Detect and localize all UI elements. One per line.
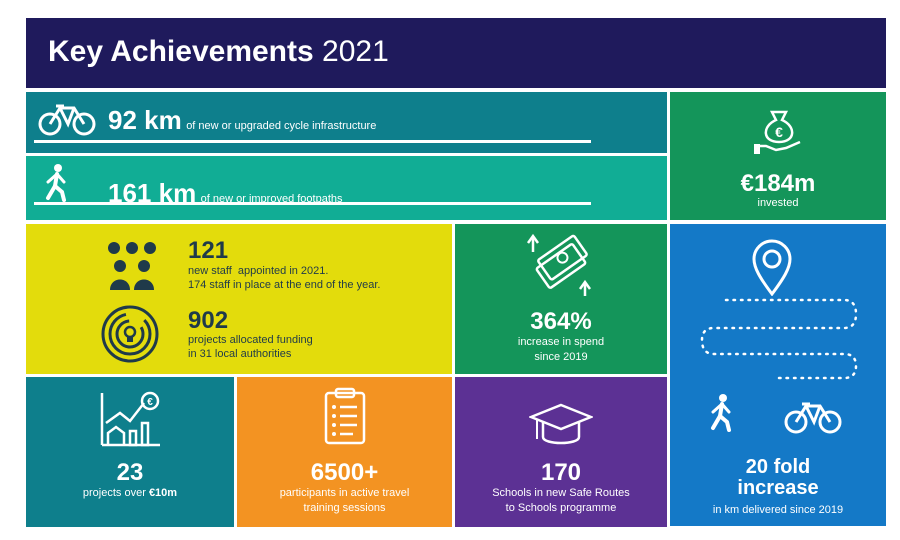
- money-up-icon: [525, 232, 597, 298]
- big-projects-value: 23: [116, 459, 144, 486]
- big-projects-desc-prefix: projects over: [82, 487, 149, 499]
- fold-line2: increase: [737, 477, 819, 499]
- staff-value: 121: [188, 237, 229, 264]
- schools-value: 170: [540, 459, 582, 486]
- projects-value: 902: [188, 307, 229, 334]
- schools-line2: to Schools programme: [505, 502, 617, 514]
- spend-line1: increase in spend: [517, 336, 605, 348]
- projects-line1: projects allocated funding: [188, 334, 313, 346]
- money-bag-hand-icon: €: [752, 104, 806, 158]
- clipboard-list-icon: [323, 387, 367, 445]
- route-dotted-path: [694, 294, 864, 384]
- maze-lightbulb-icon: [100, 304, 160, 364]
- title-bold: Key Achievements: [48, 35, 314, 68]
- footpath-tile: 161 km of new or improved footpaths: [26, 156, 667, 220]
- participants-line1: participants in active travel: [279, 487, 410, 499]
- invested-tile: € €184m invested: [670, 92, 886, 220]
- staff-projects-tile: 121 new staff appointed in 2021. 174 sta…: [26, 224, 452, 374]
- invested-value: €184m: [740, 170, 816, 197]
- cycle-underline: [34, 140, 591, 143]
- graduation-cap-icon: [529, 401, 593, 449]
- header-banner: Key Achievements 2021: [26, 18, 886, 88]
- page-title: Key Achievements 2021: [48, 34, 389, 70]
- cycle-value: 92 km: [108, 105, 182, 135]
- big-projects-tile: € 23 projects over €10m: [26, 377, 234, 527]
- people-group-icon: [104, 240, 160, 290]
- bicycle-icon: [38, 102, 96, 136]
- participants-tile: 6500+ participants in active travel trai…: [237, 377, 452, 527]
- walking-person-icon: [44, 164, 70, 202]
- title-year: 2021: [322, 35, 389, 68]
- staff-line1: new staff appointed in 2021.: [188, 265, 329, 277]
- spend-tile: 364% increase in spend since 2019: [455, 224, 667, 374]
- svg-text:€: €: [147, 397, 153, 408]
- fold-increase-tile: 20 fold increase in km delivered since 2…: [670, 224, 886, 526]
- cycle-tile: 92 km of new or upgraded cycle infrastru…: [26, 92, 667, 153]
- big-projects-desc: projects over €10m: [26, 487, 234, 499]
- bicycle-icon: [784, 400, 842, 434]
- svg-text:€: €: [775, 124, 783, 140]
- staff-line2: 174 staff in place at the end of the yea…: [188, 279, 381, 291]
- participants-line2: training sessions: [303, 502, 386, 514]
- location-pin-icon: [750, 238, 794, 296]
- projects-line2: in 31 local authorities: [188, 348, 292, 360]
- fold-line1: 20 fold: [745, 456, 811, 478]
- walking-person-icon: [708, 394, 736, 432]
- cycle-desc: of new or upgraded cycle infrastructure: [186, 120, 377, 132]
- participants-value: 6500+: [310, 459, 379, 486]
- chart-house-euro-icon: €: [98, 391, 162, 449]
- foot-underline: [34, 202, 591, 205]
- spend-value: 364%: [530, 308, 592, 335]
- big-projects-desc-bold: €10m: [148, 487, 178, 499]
- schools-tile: 170 Schools in new Safe Routes to School…: [455, 377, 667, 527]
- schools-line1: Schools in new Safe Routes: [492, 487, 630, 499]
- invested-desc: invested: [757, 197, 799, 209]
- fold-desc: in km delivered since 2019: [712, 504, 844, 516]
- spend-line2: since 2019: [534, 351, 588, 363]
